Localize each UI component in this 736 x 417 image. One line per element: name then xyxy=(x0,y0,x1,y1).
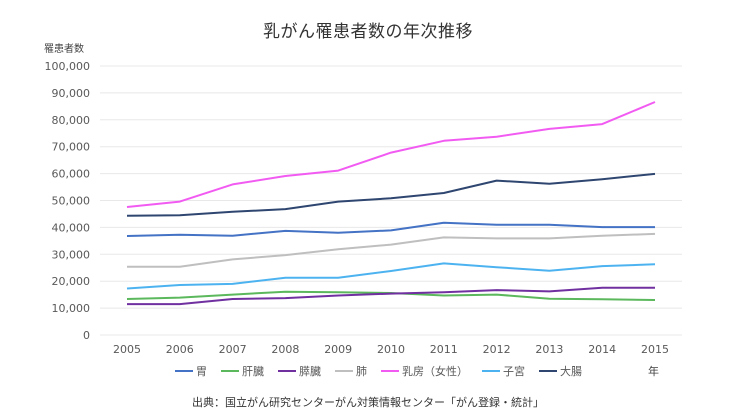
legend-swatch xyxy=(175,370,193,372)
x-tick-label: 2015 xyxy=(641,343,669,356)
legend-item: 肝臓 xyxy=(221,363,264,379)
x-tick-label: 2012 xyxy=(483,343,511,356)
x-tick-labels: 2005 2006 2007 2008 2009 2010 2011 2012 2013 2014… xyxy=(113,343,669,356)
y-tick-label: 30,000 xyxy=(52,248,91,261)
legend-label: 胃 xyxy=(196,365,207,378)
legend-label: 乳房（女性） xyxy=(402,365,468,378)
x-tick-label: 2008 xyxy=(271,343,299,356)
legend: 胃 肝臓 膵臓 肺 乳房（女性） 子宮 大腸 xyxy=(175,363,582,379)
y-tick-label: 60,000 xyxy=(52,168,91,181)
legend-label: 大腸 xyxy=(560,365,582,378)
y-tick-label: 80,000 xyxy=(52,114,91,127)
legend-swatch xyxy=(482,370,500,372)
y-tick-labels: 0 10,000 20,000 30,000 40,000 50,000 60,000 70,… xyxy=(45,60,91,342)
source-note: 出典：国立がん研究センターがん対策情報センター「がん登録・統計」 xyxy=(192,396,544,409)
legend-swatch xyxy=(221,370,239,372)
legend-swatch xyxy=(381,370,399,372)
x-tick-label: 2007 xyxy=(219,343,247,356)
gridlines xyxy=(100,65,682,336)
x-axis-label: 年 xyxy=(648,365,659,378)
legend-label: 膵臓 xyxy=(299,365,321,378)
legend-swatch xyxy=(278,370,296,372)
series-line-膵臓 xyxy=(127,286,655,306)
legend-label: 子宮 xyxy=(503,365,525,378)
legend-item: 膵臓 xyxy=(278,363,321,379)
series-line-子宮 xyxy=(126,262,656,290)
x-tick-label: 2006 xyxy=(166,343,194,356)
legend-item: 子宮 xyxy=(482,363,525,379)
x-tick-label: 2014 xyxy=(588,343,616,356)
legend-item: 胃 xyxy=(175,363,207,379)
y-tick-label: 70,000 xyxy=(52,141,91,154)
chart-title: 乳がん罹患者数の年次推移 xyxy=(263,22,473,42)
y-tick-label: 0 xyxy=(83,329,90,342)
x-tick-label: 2009 xyxy=(324,343,352,356)
series-line-大腸 xyxy=(126,172,656,217)
x-tick-label: 2011 xyxy=(430,343,458,356)
legend-item: 肺 xyxy=(335,363,367,379)
legend-swatch xyxy=(539,370,557,372)
y-axis-label: 罹患者数 xyxy=(44,44,84,55)
x-tick-label: 2005 xyxy=(113,343,141,356)
y-tick-label: 90,000 xyxy=(52,87,91,100)
series-lines xyxy=(126,101,656,306)
x-tick-label: 2013 xyxy=(535,343,563,356)
legend-item: 乳房（女性） xyxy=(381,363,468,379)
y-tick-label: 100,000 xyxy=(45,60,91,73)
legend-swatch xyxy=(335,370,353,372)
y-tick-label: 40,000 xyxy=(52,221,91,234)
x-tick-label: 2010 xyxy=(377,343,405,356)
legend-item: 大腸 xyxy=(539,363,582,379)
y-tick-label: 10,000 xyxy=(52,302,91,315)
y-tick-label: 20,000 xyxy=(52,275,91,288)
y-tick-label: 50,000 xyxy=(52,195,91,208)
legend-label: 肺 xyxy=(356,365,367,378)
series-line-乳房（女性） xyxy=(126,101,656,208)
series-line-肺 xyxy=(127,232,656,268)
series-line-胃 xyxy=(126,221,655,237)
legend-label: 肝臓 xyxy=(242,365,264,378)
